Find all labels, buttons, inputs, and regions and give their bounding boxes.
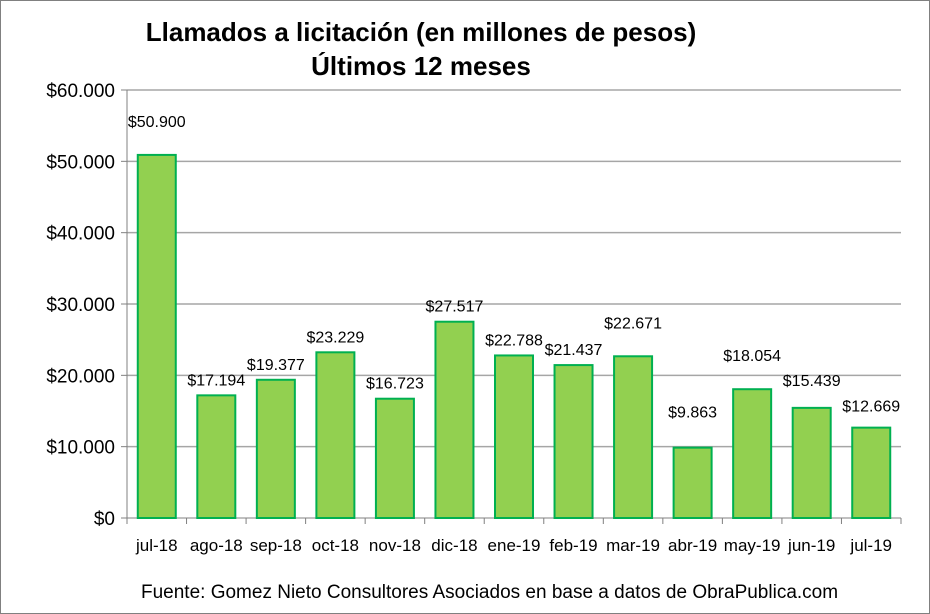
x-category-label: jul-18 <box>135 536 178 555</box>
chart-title: Llamados a licitación (en millones de pe… <box>121 15 721 83</box>
data-label: $12.669 <box>842 399 900 416</box>
source-note: Fuente: Gomez Nieto Consultores Asociado… <box>141 582 839 603</box>
bar <box>494 354 534 519</box>
data-label: $15.439 <box>783 373 841 390</box>
y-tick-label: $40.000 <box>46 224 115 245</box>
x-category-label: mar-19 <box>606 536 660 555</box>
chart-subtitle-line: Últimos 12 meses <box>311 51 531 81</box>
data-label: $22.671 <box>604 315 662 332</box>
chart-title-line: Llamados a licitación (en millones de pe… <box>145 17 697 47</box>
x-category-label: abr-19 <box>668 536 717 555</box>
bar <box>791 406 832 519</box>
x-category-label: jun-19 <box>787 536 835 555</box>
data-label: $18.054 <box>723 348 781 365</box>
x-category-label: oct-18 <box>312 536 359 555</box>
bar <box>434 320 475 519</box>
x-category-label: jul-19 <box>849 536 892 555</box>
data-label: $50.900 <box>128 114 186 131</box>
bar <box>136 153 177 519</box>
bar <box>851 426 892 520</box>
x-category-label: ene-19 <box>488 536 541 555</box>
y-tick-label: $0 <box>94 509 115 530</box>
data-label: $17.194 <box>187 372 245 389</box>
x-category-label: sep-18 <box>250 536 302 555</box>
bar <box>255 378 296 519</box>
bar <box>374 397 415 519</box>
bar <box>196 394 237 519</box>
bar <box>732 388 773 520</box>
data-label: $27.517 <box>426 299 484 316</box>
data-label: $23.229 <box>306 329 364 346</box>
bar <box>315 351 356 519</box>
x-category-label: feb-19 <box>549 536 597 555</box>
data-label: $21.437 <box>545 342 603 359</box>
y-tick-label: $30.000 <box>46 295 115 316</box>
data-label: $22.788 <box>485 332 543 349</box>
data-label: $19.377 <box>247 357 305 374</box>
x-category-label: dic-18 <box>431 536 477 555</box>
data-label: $16.723 <box>366 376 424 393</box>
y-tick-label: $10.000 <box>46 438 115 459</box>
y-tick-label: $20.000 <box>46 366 115 387</box>
bar <box>553 364 594 519</box>
data-label: $9.863 <box>668 405 717 422</box>
y-tick-label: $50.000 <box>46 152 115 173</box>
bar <box>672 446 713 519</box>
x-category-label: may-19 <box>724 536 781 555</box>
x-category-label: nov-18 <box>369 536 421 555</box>
bar <box>613 355 654 520</box>
x-category-label: ago-18 <box>190 536 243 555</box>
y-tick-label: $60.000 <box>46 81 115 102</box>
